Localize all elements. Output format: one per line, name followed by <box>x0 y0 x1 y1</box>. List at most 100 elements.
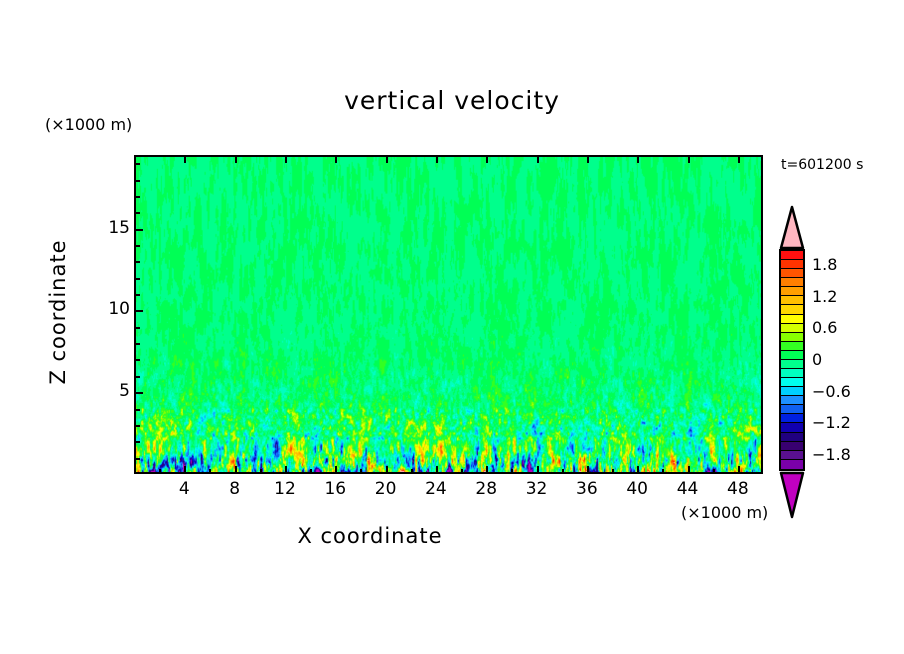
colorbar-band <box>781 251 803 261</box>
x-minor-tick <box>310 469 313 474</box>
x-tick-label: 48 <box>727 479 749 499</box>
x-minor-tick <box>662 469 665 474</box>
x-tick-mark <box>234 466 237 474</box>
x-minor-tick <box>209 469 212 474</box>
y-minor-tick <box>134 441 140 444</box>
x-tick-mark <box>637 466 640 474</box>
x-minor-tick <box>561 469 564 474</box>
colorbar-band <box>781 423 803 433</box>
x-tick-mark-top <box>385 155 388 163</box>
colorbar-tick-label: −1.2 <box>812 413 851 433</box>
x-tick-mark-top <box>284 155 287 163</box>
x-tick-mark-top <box>234 155 237 163</box>
x-tick-label: 20 <box>374 479 397 499</box>
colorbar-band <box>781 378 803 388</box>
colorbar-band <box>781 296 803 306</box>
x-tick-label: 44 <box>676 479 699 499</box>
x-minor-tick <box>712 469 715 474</box>
colorbar-band <box>781 396 803 406</box>
colorbar-band <box>781 269 803 279</box>
colorbar-band <box>781 314 803 324</box>
x-minor-tick <box>410 469 413 474</box>
y-minor-tick <box>134 343 140 346</box>
colorbar-band <box>781 414 803 424</box>
y-tick-mark <box>134 392 143 395</box>
colorbar-band <box>781 278 803 288</box>
colorbar-under-arrow <box>779 471 805 519</box>
x-tick-mark-top <box>435 155 438 163</box>
x-tick-mark-top <box>737 155 740 163</box>
velocity-field-heatmap <box>136 157 761 472</box>
colorbar-band <box>781 287 803 297</box>
x-tick-mark <box>435 466 438 474</box>
x-tick-mark-top <box>335 155 338 163</box>
x-tick-label: 24 <box>425 479 447 499</box>
x-tick-label: 28 <box>475 479 498 499</box>
colorbar[interactable] <box>779 249 805 471</box>
x-minor-tick <box>461 469 464 474</box>
colorbar-band <box>781 450 803 460</box>
y-tick-label: 10 <box>108 299 130 320</box>
y-tick-label: 5 <box>119 381 130 402</box>
x-tick-mark-top <box>637 155 640 163</box>
y-minor-tick <box>134 261 140 264</box>
colorbar-tick-label: 1.2 <box>812 286 838 306</box>
x-tick-mark-top <box>586 155 589 163</box>
x-tick-label: 40 <box>626 479 648 499</box>
colorbar-tick-label: 0.6 <box>812 318 838 338</box>
y-minor-tick <box>134 179 140 182</box>
x-axis-units-label: (×1000 m) <box>681 503 769 522</box>
y-tick-mark <box>134 310 143 313</box>
y-minor-tick <box>134 163 140 166</box>
colorbar-band <box>781 332 803 342</box>
colorbar-band <box>781 359 803 370</box>
colorbar-band <box>781 405 803 415</box>
x-tick-mark <box>486 466 489 474</box>
x-tick-mark <box>687 466 690 474</box>
x-tick-label: 8 <box>229 479 241 499</box>
y-tick-mark <box>134 228 143 231</box>
colorbar-band <box>781 459 803 469</box>
colorbar-tick-label: −0.6 <box>812 381 851 401</box>
x-minor-tick <box>612 469 615 474</box>
y-tick-label: 15 <box>108 217 130 238</box>
x-tick-label: 32 <box>525 479 548 499</box>
y-minor-tick <box>134 408 140 411</box>
y-minor-tick <box>134 244 140 247</box>
x-tick-mark <box>184 466 187 474</box>
x-tick-mark <box>385 466 388 474</box>
x-axis-title: X coordinate <box>297 524 443 548</box>
plot-area[interactable] <box>134 155 763 474</box>
colorbar-band <box>781 387 803 397</box>
x-minor-tick <box>259 469 262 474</box>
colorbar-tick-label: −1.8 <box>812 445 851 465</box>
colorbar-band <box>781 323 803 333</box>
y-minor-tick <box>134 457 140 460</box>
x-tick-mark-top <box>184 155 187 163</box>
y-axis-units-label: (×1000 m) <box>45 115 133 134</box>
y-minor-tick <box>134 212 140 215</box>
y-minor-tick <box>134 195 140 198</box>
x-tick-mark-top <box>486 155 489 163</box>
x-minor-tick <box>159 469 162 474</box>
x-tick-label: 36 <box>576 479 598 499</box>
colorbar-band <box>781 441 803 451</box>
y-minor-tick <box>134 375 140 378</box>
time-stamp-label: t=601200 s <box>781 157 864 173</box>
x-tick-mark <box>335 466 338 474</box>
x-tick-mark <box>284 466 287 474</box>
y-minor-tick <box>134 359 140 362</box>
x-minor-tick <box>511 469 514 474</box>
colorbar-tick-label: 0 <box>812 350 823 369</box>
x-tick-mark <box>536 466 539 474</box>
colorbar-over-arrow <box>779 205 805 250</box>
y-axis-title: Z coordinate <box>46 239 70 385</box>
x-tick-label: 16 <box>324 479 347 499</box>
x-minor-tick <box>360 469 363 474</box>
x-tick-mark <box>586 466 589 474</box>
y-minor-tick <box>134 326 140 329</box>
colorbar-band <box>781 432 803 442</box>
x-tick-mark <box>737 466 740 474</box>
colorbar-band <box>781 350 803 360</box>
y-minor-tick <box>134 277 140 280</box>
